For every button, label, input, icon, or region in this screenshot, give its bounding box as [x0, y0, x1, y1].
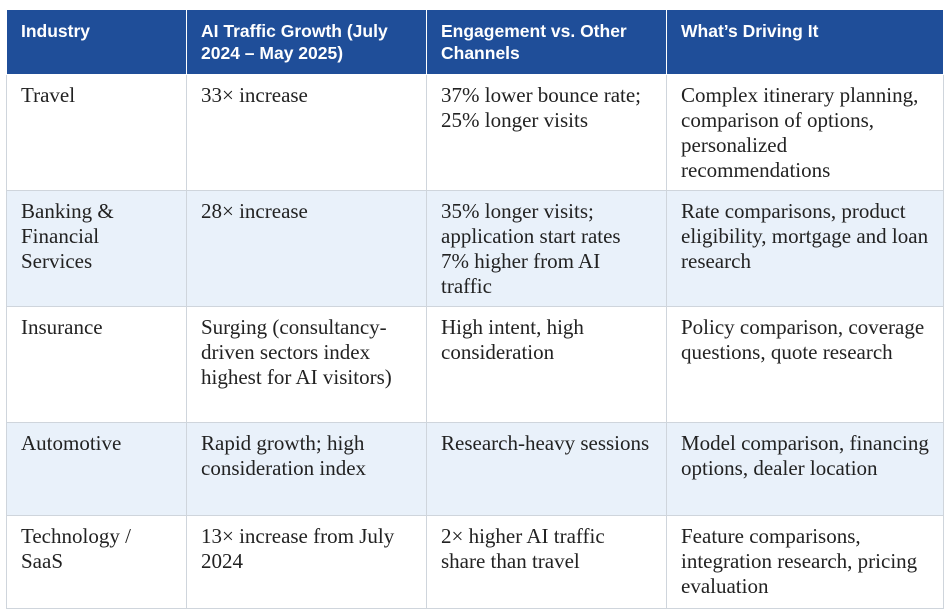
cell-engagement: 37% lower bounce rate; 25% longer visits — [426, 74, 667, 191]
cell-engagement: High intent, high consideration — [426, 306, 667, 423]
cell-industry: Technology / SaaS — [6, 515, 187, 609]
cell-engagement: 35% longer visits; application start rat… — [426, 190, 667, 307]
table-row: Automotive Rapid growth; high considerat… — [6, 422, 944, 516]
header-drivers: What’s Driving It — [666, 9, 944, 75]
cell-growth: 28× increase — [186, 190, 427, 307]
cell-engagement: 2× higher AI traffic share than travel — [426, 515, 667, 609]
table-row: Travel 33× increase 37% lower bounce rat… — [6, 74, 944, 191]
cell-growth: Rapid growth; high consideration index — [186, 422, 427, 516]
table-row: Banking & Financial Services 28× increas… — [6, 190, 944, 307]
cell-industry: Travel — [6, 74, 187, 191]
cell-drivers: Policy comparison, coverage questions, q… — [666, 306, 944, 423]
header-industry: Industry — [6, 9, 187, 75]
cell-growth: Surging (consultancy-driven sectors inde… — [186, 306, 427, 423]
cell-engagement: Research-heavy sessions — [426, 422, 667, 516]
table-row: Insurance Surging (consultancy-driven se… — [6, 306, 944, 423]
industry-ai-traffic-table: Industry AI Traffic Growth (July 2024 – … — [6, 9, 944, 609]
cell-growth: 33× increase — [186, 74, 427, 191]
cell-industry: Automotive — [6, 422, 187, 516]
cell-drivers: Rate comparisons, product eligibility, m… — [666, 190, 944, 307]
cell-growth: 13× increase from July 2024 — [186, 515, 427, 609]
cell-drivers: Complex itinerary planning, comparison o… — [666, 74, 944, 191]
header-engagement: Engagement vs. Other Channels — [426, 9, 667, 75]
cell-drivers: Model comparison, financing options, dea… — [666, 422, 944, 516]
cell-industry: Banking & Financial Services — [6, 190, 187, 307]
table-row: Technology / SaaS 13× increase from July… — [6, 515, 944, 609]
cell-drivers: Feature comparisons, integration researc… — [666, 515, 944, 609]
header-ai-traffic-growth: AI Traffic Growth (July 2024 – May 2025) — [186, 9, 427, 75]
cell-industry: Insurance — [6, 306, 187, 423]
table-header-row: Industry AI Traffic Growth (July 2024 – … — [6, 9, 944, 75]
